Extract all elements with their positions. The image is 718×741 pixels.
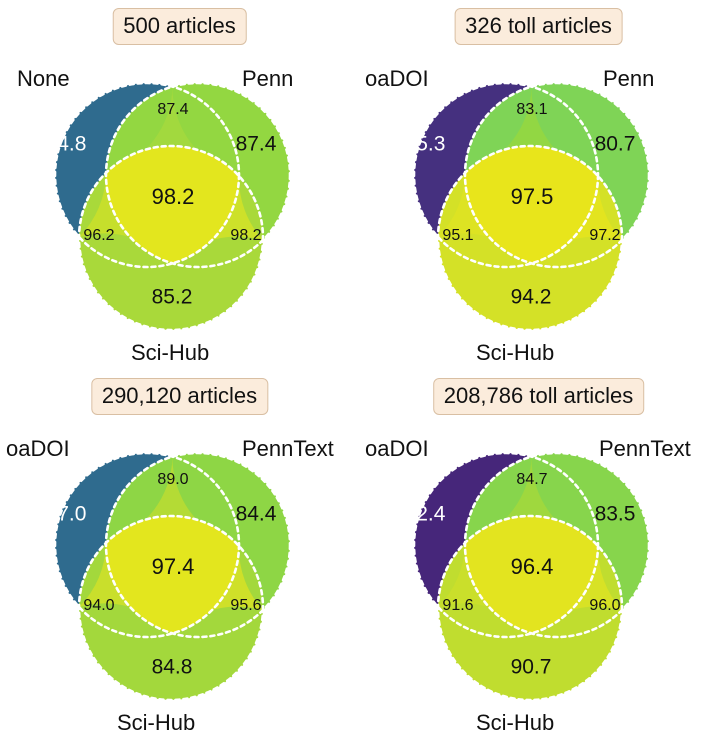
region-value-bottom: 85.2 — [152, 286, 193, 309]
region-value-bottom: 94.2 — [511, 286, 552, 309]
panel-title: 290,120 articles — [90, 378, 269, 415]
set-label-right: Penn — [603, 66, 655, 91]
region-value-right-bottom: 96.0 — [589, 597, 620, 614]
venn-panel-toll-articles-large: 208,786 toll articles oaDOI PennText Sci… — [359, 370, 718, 740]
region-value-left-bottom: 91.6 — [442, 597, 473, 614]
region-value-right-bottom: 97.2 — [589, 227, 620, 244]
region-value-center: 98.2 — [152, 184, 195, 209]
region-value-left: 15.3 — [405, 133, 446, 156]
region-value-left-right: 87.4 — [157, 101, 188, 118]
region-center — [105, 146, 239, 264]
venn-panel-all-articles: 500 articles None Penn Sci-Hub 34.8 87.4 8… — [0, 0, 359, 370]
region-value-right-bottom: 95.6 — [230, 597, 261, 614]
region-value-right-bottom: 98.2 — [230, 227, 261, 244]
panel-title: 500 articles — [112, 8, 247, 45]
circle-outline-right — [463, 451, 651, 639]
region-center — [464, 146, 598, 264]
region-value-right: 80.7 — [595, 133, 636, 156]
venn-panel-toll-articles: 326 toll articles oaDOI Penn Sci-Hub 15.… — [359, 0, 718, 370]
region-value-center: 97.4 — [152, 554, 195, 579]
venn-diagram: 12.4 83.5 90.7 84.7 91.6 96.0 96.4 — [405, 451, 651, 702]
region-value-left-right: 89.0 — [157, 471, 188, 488]
region-center — [105, 516, 239, 634]
panel-title: 326 toll articles — [454, 8, 623, 45]
region-value-right: 83.5 — [595, 503, 636, 526]
region-value-left: 37.0 — [46, 503, 87, 526]
region-value-center: 97.5 — [511, 184, 554, 209]
set-label-right: Penn — [242, 66, 294, 91]
region-value-center: 96.4 — [511, 554, 554, 579]
set-label-left: oaDOI — [365, 436, 429, 461]
region-value-left-bottom: 96.2 — [83, 227, 114, 244]
set-label-bottom: Sci-Hub — [117, 710, 196, 735]
set-label-left: oaDOI — [365, 66, 429, 91]
panel-title: 208,786 toll articles — [432, 378, 645, 415]
circle-outline-right — [104, 81, 292, 269]
region-center — [464, 516, 598, 634]
set-label-right: PennText — [599, 436, 691, 461]
region-value-left-bottom: 94.0 — [83, 597, 114, 614]
circle-outline-bottom — [77, 514, 265, 702]
circle-outline-bottom — [436, 144, 624, 332]
set-label-left: oaDOI — [6, 436, 70, 461]
venn-diagram: 37.0 84.4 84.8 89.0 94.0 95.6 97.4 — [46, 451, 292, 702]
circle-outline-right — [463, 81, 651, 269]
region-value-right: 87.4 — [236, 133, 277, 156]
set-label-bottom: Sci-Hub — [131, 340, 210, 365]
region-value-bottom: 90.7 — [511, 656, 552, 679]
region-value-left: 12.4 — [405, 503, 446, 526]
circle-outline-bottom — [77, 144, 265, 332]
circle-outline-right — [104, 451, 292, 639]
circle-outline-bottom — [436, 514, 624, 702]
venn-diagram: 34.8 87.4 85.2 87.4 96.2 98.2 98.2 — [46, 81, 292, 332]
region-value-left-bottom: 95.1 — [442, 227, 473, 244]
region-value-right: 84.4 — [236, 503, 277, 526]
venn-diagram: 15.3 80.7 94.2 83.1 95.1 97.2 97.5 — [405, 81, 651, 332]
set-label-bottom: Sci-Hub — [476, 340, 555, 365]
region-value-left-right: 84.7 — [516, 471, 547, 488]
set-label-left: None — [17, 66, 70, 91]
venn-panel-all-articles-large: 290,120 articles oaDOI PennText Sci-Hub … — [0, 370, 359, 740]
region-value-bottom: 84.8 — [152, 656, 193, 679]
region-value-left-right: 83.1 — [516, 101, 547, 118]
region-value-left: 34.8 — [46, 133, 87, 156]
set-label-right: PennText — [242, 436, 334, 461]
set-label-bottom: Sci-Hub — [476, 710, 555, 735]
